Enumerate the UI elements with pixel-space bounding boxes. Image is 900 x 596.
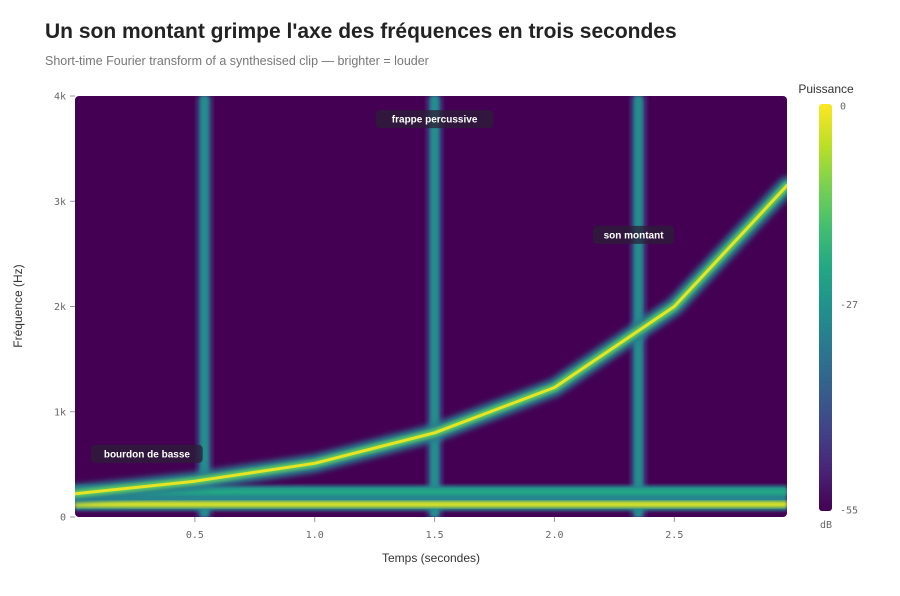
x-axis-label: Temps (secondes): [382, 551, 480, 565]
colorbar-title: Puissance: [798, 82, 854, 96]
chart-subtitle: Short-time Fourier transform of a synthe…: [45, 54, 429, 68]
x-tick-label: 1.5: [426, 530, 444, 541]
colorbar-gradient: [819, 104, 832, 511]
drone-harmonic-band: [75, 488, 787, 495]
y-tick-label: 2k: [54, 302, 66, 313]
x-tick-label: 2.0: [545, 530, 563, 541]
annotation-box: [91, 444, 203, 463]
y-axis-label: Fréquence (Hz): [11, 264, 25, 347]
chirp-line: [75, 184, 787, 496]
y-tick-label: 0: [60, 513, 66, 524]
drone-fundamental-band: [75, 501, 787, 508]
colorbar-tick-label: -27: [840, 300, 858, 311]
annotation-label: son montant: [604, 230, 665, 241]
annotation-label: bourdon de basse: [104, 449, 191, 460]
percussive-hit-band: [430, 96, 439, 517]
colorbar-tick-label: 0: [840, 102, 846, 113]
y-tick-label: 4k: [54, 92, 66, 103]
x-tick-label: 2.5: [665, 530, 683, 541]
percussive-hit-band: [200, 96, 209, 517]
annotation-label: frappe percussive: [392, 115, 478, 126]
annotation-box: [593, 225, 675, 244]
y-tick-label: 3k: [54, 197, 66, 208]
colorbar-tick-label: -55: [840, 506, 858, 517]
x-tick-label: 0.5: [186, 530, 204, 541]
percussive-hit-band: [634, 96, 643, 517]
x-tick-label: 1.0: [306, 530, 324, 541]
y-tick-label: 1k: [54, 407, 66, 418]
colorbar-unit: dB: [820, 520, 832, 531]
annotation-box: [375, 110, 494, 129]
chart-title: Un son montant grimpe l'axe des fréquenc…: [45, 20, 677, 43]
